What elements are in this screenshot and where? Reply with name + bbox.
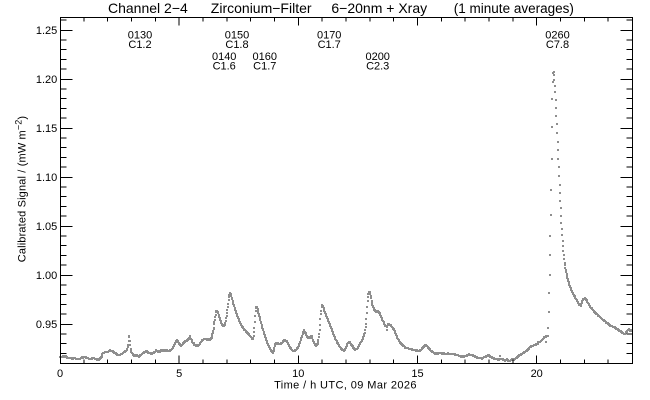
svg-text:1.00: 1.00 xyxy=(36,270,57,282)
svg-text:(1 minute averages): (1 minute averages) xyxy=(454,1,574,16)
svg-text:C1.8: C1.8 xyxy=(225,39,248,51)
svg-text:Channel 2−4: Channel 2−4 xyxy=(108,0,188,16)
svg-text:0140: 0140 xyxy=(212,51,236,63)
svg-text:20: 20 xyxy=(531,368,543,380)
svg-text:Calibrated Signal / (mW m−2): Calibrated Signal / (mW m−2) xyxy=(14,116,29,263)
svg-text:Time / h UTC, 09 Mar 2026: Time / h UTC, 09 Mar 2026 xyxy=(274,380,417,392)
svg-text:0200: 0200 xyxy=(365,51,389,63)
svg-text:C2.3: C2.3 xyxy=(366,61,389,73)
svg-text:15: 15 xyxy=(411,368,423,380)
svg-text:C1.7: C1.7 xyxy=(253,61,276,73)
svg-text:C1.2: C1.2 xyxy=(128,39,151,51)
svg-text:0.95: 0.95 xyxy=(36,319,57,331)
svg-text:1.20: 1.20 xyxy=(36,74,57,86)
svg-text:0160: 0160 xyxy=(253,51,277,63)
svg-text:5: 5 xyxy=(176,368,182,380)
svg-text:1.10: 1.10 xyxy=(36,172,57,184)
svg-text:C1.6: C1.6 xyxy=(213,61,236,73)
svg-text:0130: 0130 xyxy=(128,30,152,42)
svg-text:C7.8: C7.8 xyxy=(546,39,569,51)
svg-text:1.15: 1.15 xyxy=(36,123,57,135)
svg-text:1.25: 1.25 xyxy=(36,25,57,37)
svg-text:0: 0 xyxy=(57,368,63,380)
svg-text:0260: 0260 xyxy=(545,30,569,42)
svg-text:Zirconium−Filter: Zirconium−Filter xyxy=(211,0,312,16)
svg-text:0170: 0170 xyxy=(317,30,341,42)
svg-text:6−20nm + Xray: 6−20nm + Xray xyxy=(331,0,427,16)
svg-text:10: 10 xyxy=(292,368,304,380)
svg-text:C1.7: C1.7 xyxy=(318,39,341,51)
svg-text:1.05: 1.05 xyxy=(36,221,57,233)
svg-text:0150: 0150 xyxy=(225,30,249,42)
